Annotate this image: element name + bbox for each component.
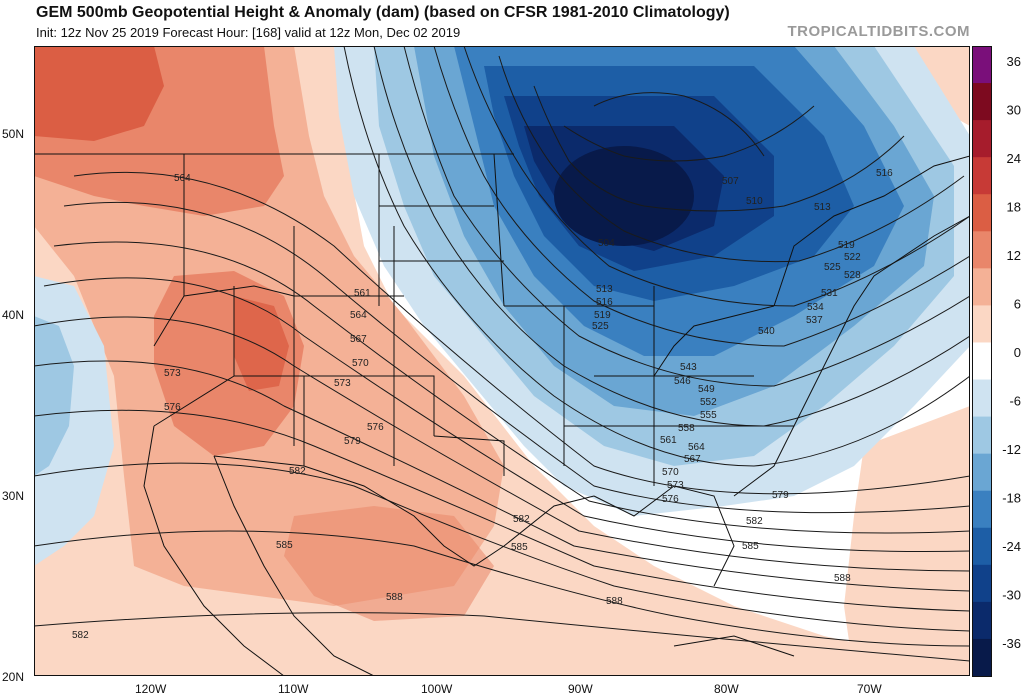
contour-label: 588 [606,596,623,607]
lon-label: 120W [135,682,167,696]
contour-label: 525 [824,262,841,273]
height-contours [34,46,970,662]
colorbar-swatch [972,638,992,677]
map-title: GEM 500mb Geopotential Height & Anomaly … [36,4,730,21]
contour-label: 564 [174,173,191,184]
colorbar-swatch [972,83,992,121]
lon-label: 80W [714,682,739,696]
brand-watermark: TROPICALTIDBITS.COM [787,23,970,40]
lon-label: 110W [278,682,309,696]
colorbar-swatch [972,157,992,195]
colorbar-swatch [972,453,992,492]
contour-label: 546 [674,376,691,387]
colorbar-swatch [972,490,992,529]
colorbar-tick-label: 6 [1014,297,1021,312]
colorbar-tick-label: 18 [1007,200,1021,215]
weather-map: 564 561 564 567 570 573 573 576 576 579 … [34,46,970,676]
colorbar-tick-label: 36 [1007,54,1021,69]
colorbar-tick-label: 0 [1014,345,1021,360]
contour-label: 552 [700,397,717,408]
anomaly-colorbar: 36 30 24 18 12 6 0 -6 -12 -18 -24 -30 -36 [972,46,1021,677]
contour-label: 573 [164,368,181,379]
contour-label: 516 [596,297,613,308]
contour-label: 555 [700,410,717,421]
political-borders [34,153,970,676]
colorbar-swatch [972,379,992,418]
contour-label: 561 [660,435,677,446]
colorbar-tick-label: -30 [1002,588,1021,603]
contour-label: 570 [352,358,369,369]
colorbar-tick-label: -36 [1002,636,1021,651]
lat-label: 40N [2,308,25,322]
contour-label: 519 [838,240,855,251]
contour-label: 528 [844,270,861,281]
contour-label: 579 [772,490,789,501]
contour-label: 570 [662,467,679,478]
contour-label: 585 [742,541,759,552]
contour-label: 510 [746,196,763,207]
contour-label: 564 [350,310,367,321]
contour-label: 540 [758,326,775,337]
contour-label: 576 [367,422,384,433]
contour-label: 519 [594,310,611,321]
lat-label: 50N [2,127,25,141]
contour-label: 564 [688,442,705,453]
lon-label: 70W [857,682,882,696]
contour-label: 582 [72,630,89,641]
colorbar-swatch [972,527,992,566]
colorbar-swatch [972,305,992,343]
contour-label: 507 [722,176,739,187]
contour-label: 585 [511,542,528,553]
lat-label: 20N [2,670,25,684]
contour-label: 531 [821,288,838,299]
contour-label: 576 [662,494,679,505]
contour-label: 582 [746,516,763,527]
contour-label: 525 [592,321,609,332]
colorbar-swatch [972,601,992,640]
contour-label: 561 [354,288,371,299]
colorbar-swatch [972,194,992,232]
lon-label: 90W [568,682,593,696]
colorbar-tick-label: -6 [1009,394,1021,409]
colorbar-swatch [972,416,992,455]
colorbar-swatch [972,231,992,269]
colorbar-tick-label: 30 [1007,103,1021,118]
contour-label: 588 [834,573,851,584]
contour-label: 513 [814,202,831,213]
contour-label: 504 [598,238,615,249]
colorbar-tick-label: 12 [1007,248,1021,263]
contour-label: 516 [876,168,893,179]
colorbar-swatch [972,120,992,158]
contour-label: 558 [678,423,695,434]
contour-label: 522 [844,252,861,263]
contour-label: 582 [289,466,306,477]
contour-label: 537 [806,315,823,326]
lon-label: 100W [421,682,453,696]
contour-label: 585 [276,540,293,551]
contour-label: 582 [513,514,530,525]
contour-label: 573 [334,378,351,389]
colorbar-swatch [972,268,992,306]
colorbar-swatch [972,564,992,603]
colorbar-tick-label: -24 [1002,539,1021,554]
lat-label: 30N [2,489,25,503]
contour-label: 588 [386,592,403,603]
contour-label: 579 [344,436,361,447]
contour-label: 534 [807,302,824,313]
colorbar-swatch [972,342,992,381]
contour-labels: 564 561 564 567 570 573 573 576 576 579 … [72,168,893,641]
colorbar-tick-label: 24 [1007,151,1021,166]
contour-label: 573 [667,480,684,491]
contour-label: 567 [350,334,367,345]
contour-label: 567 [684,454,701,465]
contour-label: 576 [164,402,181,413]
contour-label: 549 [698,384,715,395]
colorbar-swatch [972,46,992,84]
contour-label: 513 [596,284,613,295]
map-subtitle: Init: 12z Nov 25 2019 Forecast Hour: [16… [36,25,461,40]
colorbar-tick-label: -18 [1002,491,1021,506]
contour-label: 543 [680,362,697,373]
colorbar-tick-label: -12 [1002,442,1021,457]
